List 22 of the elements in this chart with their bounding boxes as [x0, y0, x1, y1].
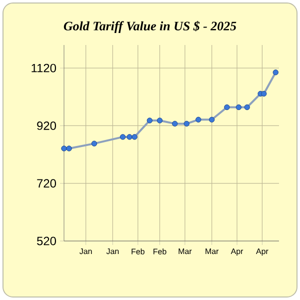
point: [146, 118, 153, 124]
chart-title: Gold Tariff Value in US $ - 2025: [64, 20, 236, 34]
point: [66, 146, 72, 152]
y-tick-label: 720: [37, 179, 56, 188]
point: [208, 116, 215, 123]
point: [236, 104, 242, 110]
point: [126, 134, 132, 140]
point: [172, 120, 178, 127]
point: [120, 134, 126, 140]
point: [156, 118, 163, 124]
point: [224, 104, 230, 110]
point: [272, 70, 278, 76]
point: [244, 104, 250, 110]
point: [91, 140, 98, 146]
point: [61, 146, 67, 152]
y-tick-label: 1120: [32, 64, 56, 72]
point: [261, 90, 267, 97]
y-tick-label: 520: [37, 236, 56, 246]
point: [196, 116, 202, 123]
y-tick-label: 920: [37, 121, 56, 130]
point: [132, 134, 138, 140]
point: [184, 120, 190, 127]
